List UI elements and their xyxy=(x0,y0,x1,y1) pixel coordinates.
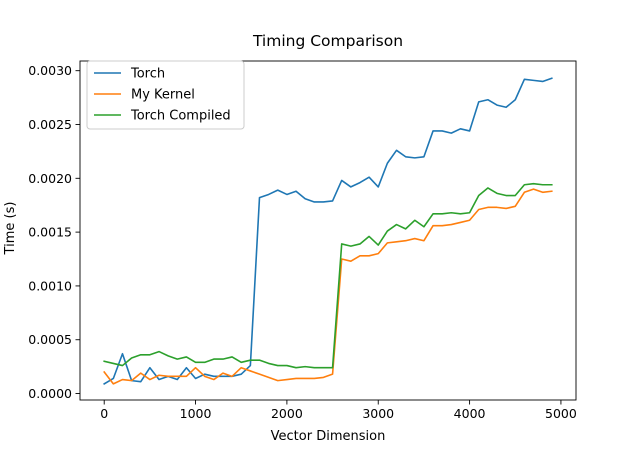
y-tick-label: 0.0000 xyxy=(28,386,72,401)
x-tick-label: 1000 xyxy=(180,406,212,421)
legend-entry-label: Torch xyxy=(130,67,165,82)
legend-box xyxy=(86,60,245,130)
chart-title: Timing Comparison xyxy=(252,32,403,50)
legend-entry-label: Torch Compiled xyxy=(130,109,231,124)
legend: Torch My Kernel Torch Compiled xyxy=(86,60,245,130)
y-tick-label: 0.0005 xyxy=(28,332,72,347)
x-tick-label: 0 xyxy=(100,406,108,421)
y-tick-label: 0.0010 xyxy=(28,278,72,293)
series-line-torch-compiled xyxy=(103,182,553,369)
series-line-torch xyxy=(103,77,553,385)
x-tick-label: 4000 xyxy=(454,406,486,421)
axis-ticks: 0 1000 2000 3000 4000 5000 0.0000 0.0005 0.0010 0… xyxy=(28,63,577,421)
y-tick-label: 0.0030 xyxy=(28,63,72,78)
x-tick-label: 5000 xyxy=(545,406,577,421)
x-axis-label: Vector Dimension xyxy=(271,429,386,444)
y-tick-label: 0.0020 xyxy=(28,171,72,186)
series-line-my-kernel xyxy=(103,188,553,385)
x-tick-label: 3000 xyxy=(362,406,394,421)
y-tick-label: 0.0015 xyxy=(28,225,72,240)
plot-area xyxy=(103,77,553,385)
axes-frame xyxy=(79,60,577,401)
legend-entry-label: My Kernel xyxy=(131,88,195,103)
x-tick-label: 2000 xyxy=(271,406,303,421)
y-axis-label: Time (s) xyxy=(3,202,18,256)
y-tick-label: 0.0025 xyxy=(28,117,72,132)
